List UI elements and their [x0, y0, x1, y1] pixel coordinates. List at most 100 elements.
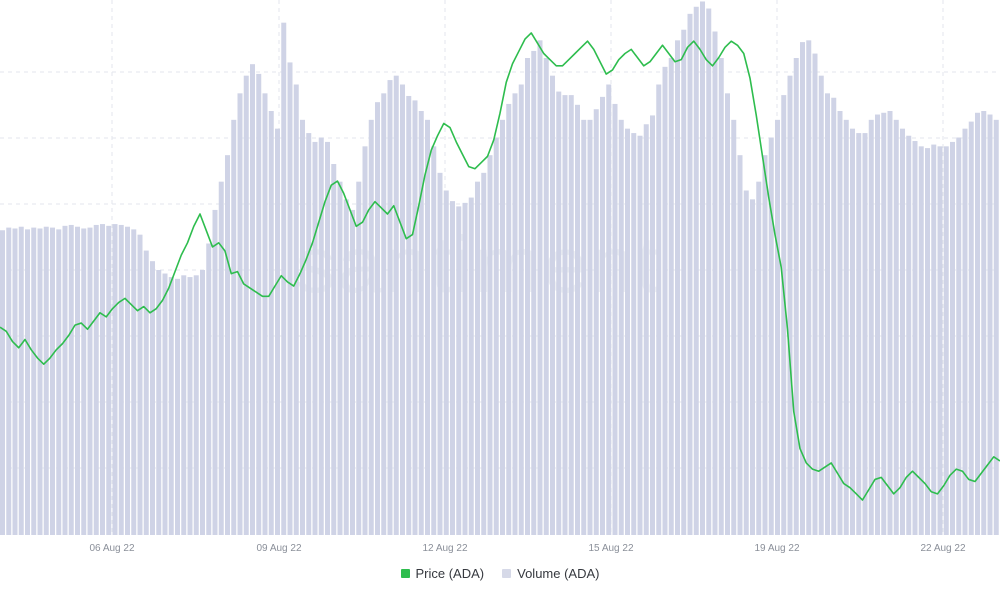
volume-bar	[937, 146, 943, 535]
volume-bar	[181, 275, 187, 535]
volume-bar	[381, 93, 387, 535]
volume-bar	[537, 40, 543, 535]
x-tick-label: 06 Aug 22	[89, 543, 134, 554]
volume-bar	[450, 201, 455, 535]
volume-bar	[556, 91, 562, 535]
volume-bar	[293, 84, 299, 535]
volume-bar	[100, 224, 105, 535]
volume-bar	[112, 224, 118, 535]
volume-bar	[437, 172, 443, 535]
legend-label-volume: Volume (ADA)	[517, 566, 600, 581]
volume-bar	[25, 229, 30, 535]
volume-bar	[525, 58, 530, 535]
volume-bar	[562, 95, 568, 535]
volume-bar	[781, 95, 787, 535]
volume-bar	[187, 277, 193, 535]
volume-bar	[631, 133, 637, 535]
volume-bar	[818, 75, 824, 536]
volume-bar	[906, 135, 912, 536]
volume-bar	[518, 84, 524, 535]
volume-bar	[575, 104, 580, 535]
volume-bar	[175, 278, 180, 535]
volume-bar	[462, 202, 468, 535]
volume-bar	[168, 277, 174, 535]
volume-bar	[693, 6, 699, 535]
volume-bar	[550, 75, 555, 536]
volume-bar	[975, 112, 980, 536]
volume-bar	[418, 111, 424, 535]
volume-bar	[31, 227, 37, 535]
volume-bar	[618, 119, 624, 535]
x-tick-label: 12 Aug 22	[422, 543, 467, 554]
volume-bar	[812, 53, 818, 535]
volume-bar	[893, 119, 899, 535]
volume-bar	[831, 97, 837, 535]
volume-bar	[762, 155, 768, 536]
volume-bar	[150, 261, 155, 535]
legend-item-volume[interactable]: Volume (ADA)	[502, 566, 600, 581]
x-tick-label: 19 Aug 22	[754, 543, 799, 554]
volume-bar	[512, 93, 518, 535]
volume-bar	[843, 119, 849, 535]
volume-bar	[225, 155, 230, 536]
volume-bar	[637, 135, 643, 536]
volume-bar	[456, 206, 462, 535]
volume-bar	[787, 75, 793, 536]
volume-bar	[725, 93, 730, 535]
volume-bar	[800, 42, 805, 535]
volume-bar	[543, 58, 549, 535]
volume-bar	[737, 155, 743, 536]
volume-bar	[18, 226, 24, 535]
volume-swatch-icon	[502, 569, 512, 578]
volume-bar	[93, 224, 99, 535]
volume-bar	[306, 133, 312, 535]
volume-bar	[268, 111, 274, 535]
volume-bar	[0, 230, 5, 535]
price-series	[0, 32, 1000, 501]
volume-bar	[956, 137, 962, 535]
volume-bar	[343, 199, 349, 535]
volume-bar	[868, 119, 874, 535]
volume-bar	[118, 224, 124, 535]
volume-bar	[918, 146, 924, 535]
volume-bar	[900, 128, 905, 536]
volume-bar	[106, 225, 112, 535]
volume-bar	[968, 121, 974, 535]
volume-bar	[993, 119, 999, 535]
volume-bar	[375, 102, 380, 536]
volume-bar	[531, 50, 537, 536]
legend-item-price[interactable]: Price (ADA)	[400, 566, 484, 581]
volume-bar	[887, 111, 893, 535]
volume-bar	[237, 93, 243, 535]
volume-bar	[856, 133, 862, 535]
volume-bar	[612, 103, 618, 536]
volume-bar	[650, 115, 655, 536]
volume-bar	[706, 8, 712, 535]
volume-bar	[756, 181, 762, 536]
volume-bar	[200, 270, 205, 535]
volume-bar	[443, 190, 449, 535]
volume-bar	[912, 141, 918, 535]
volume-bar	[325, 141, 330, 536]
x-tick-label: 22 Aug 22	[920, 543, 965, 554]
volume-bar	[356, 181, 362, 536]
volume-bar	[37, 228, 43, 536]
volume-bar	[400, 84, 405, 535]
volume-bar	[337, 181, 343, 536]
volume-bar	[6, 227, 12, 535]
volume-bar	[681, 29, 687, 535]
volume-bar	[137, 234, 143, 536]
volume-bar	[162, 273, 168, 535]
volume-bar	[87, 227, 93, 535]
volume-bar	[593, 109, 599, 535]
volume-bar	[156, 270, 162, 535]
volume-bar	[943, 146, 949, 535]
volume-bar	[206, 243, 212, 535]
volume-bar	[587, 119, 593, 535]
volume-bar	[475, 181, 480, 536]
volume-bar	[606, 84, 612, 535]
volume-bar	[600, 96, 605, 536]
volume-bar	[775, 119, 780, 535]
volume-bar	[700, 1, 705, 536]
volume-bar	[875, 114, 880, 535]
